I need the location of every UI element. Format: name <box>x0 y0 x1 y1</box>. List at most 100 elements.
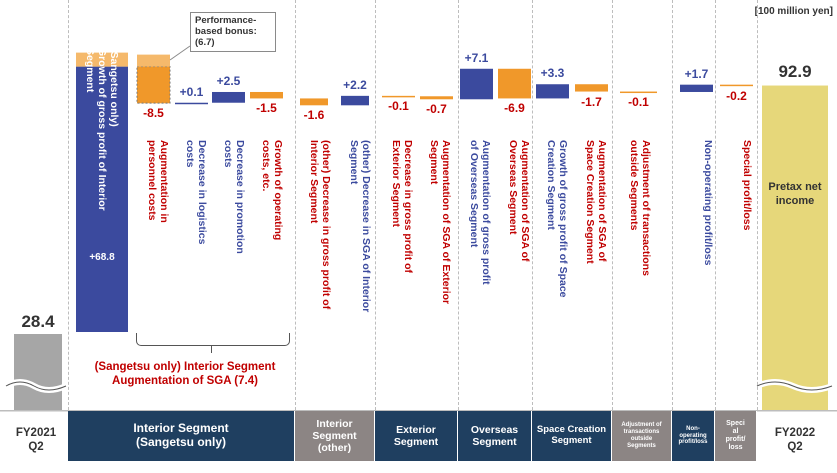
sga-bracket-tick <box>211 345 212 353</box>
end-bar-label: Pretax net income <box>768 181 822 207</box>
bar-description: Augmentation of SGA of Exterior Segment <box>428 140 452 330</box>
sga-note: (Sangetsu only) Interior Segment Augmenta… <box>60 360 310 388</box>
bar-description: Decrease in promotion costs <box>222 140 246 300</box>
bar-description-line: Augmentation in <box>158 140 170 223</box>
bar-description-line: Augmentation of gross profit <box>480 140 492 285</box>
segment-label-line: Non- <box>686 425 700 432</box>
unit-label: [100 million yen] <box>754 6 833 17</box>
bar-value-label: +1.7 <box>684 66 709 81</box>
segment-label-text: Space Creation Segment <box>537 424 606 447</box>
segment-label-line: operating <box>679 432 707 439</box>
bar-value-label: -0.1 <box>628 94 649 109</box>
bar-description: (other) Decrease in SGA of Interior Segme… <box>348 140 372 340</box>
bar-step-8 <box>382 95 415 98</box>
segment-label-line: Segment <box>472 436 517 448</box>
segment-divider <box>532 0 533 410</box>
bar-step-9 <box>420 96 453 100</box>
callout-line: (6.7) <box>195 37 215 48</box>
bar-description-line: (other) Decrease in SGA of Interior <box>360 140 372 313</box>
bar-step-3 <box>175 102 208 105</box>
segment-label-space: Space Creation Segment <box>532 411 612 461</box>
end-period-year: FY2022 <box>774 427 816 439</box>
segment-label-line: profit/loss <box>678 439 708 446</box>
segment-divider <box>68 0 69 410</box>
bar-description-line: Augmentation of SGA of <box>519 140 531 262</box>
bar-step-13 <box>575 84 608 92</box>
bar-step-7 <box>341 95 369 106</box>
segment-label-line: Adjustment of <box>621 422 662 429</box>
end-bar <box>762 85 828 410</box>
bonus-callout: Performance-based bonus: (6.7) <box>190 12 276 52</box>
bar-description-line: Segment <box>348 140 360 185</box>
bar-description-line: Exterior Segment <box>390 140 402 227</box>
bar-value-label: +3.3 <box>540 66 565 81</box>
segment-label-line: (Sangetsu only) <box>135 435 226 449</box>
segment-label-adjustment: Adjustment of transactions outside Segments <box>612 411 672 461</box>
bar-description: Augmentation of SGA of Space Creation Seg… <box>584 140 608 330</box>
bar-description: Growth of operating costs, etc. <box>260 140 284 300</box>
end-period-label: FY2022 Q2 <box>758 426 832 454</box>
segment-label-line: profit/ <box>725 436 746 443</box>
bar-value-label: +2.2 <box>343 77 367 92</box>
segment-label-line: al <box>732 427 739 435</box>
bonus-bar-portion <box>136 66 171 104</box>
segment-label-special: Speci al profit/loss <box>715 411 757 461</box>
segment-label-text: Non-operating profit/loss <box>678 426 707 447</box>
segment-label-interior: Interior Segment (Sangetsu only) <box>68 411 295 461</box>
start-period-year: FY2021 <box>15 427 57 439</box>
bonus-bar-cap <box>137 54 170 67</box>
bar-description-line: Growth of gross profit of Interior <box>96 48 108 211</box>
segment-divider <box>672 0 673 410</box>
segment-label-line: loss <box>728 444 743 452</box>
segment-label-line: Segment <box>393 436 439 448</box>
end-period-quarter: Q2 <box>787 441 803 453</box>
segment-label-line: outside <box>630 436 653 442</box>
bar-description-line: Creation Segment <box>545 140 557 230</box>
bar-description: Augmentation in personnel costs <box>146 140 170 300</box>
segment-divider <box>612 0 613 410</box>
bar-value-label: -0.2 <box>726 88 747 103</box>
start-period-label: FY2021 Q2 <box>6 426 66 454</box>
segment-label-interior_other: Interior Segment (other) <box>295 411 375 461</box>
segment-label-exterior: Exterior Segment <box>375 411 458 461</box>
sga-bracket <box>136 333 290 346</box>
callout-line: based bonus: <box>195 26 257 37</box>
bar-description-line: Augmentation of SGA of Exterior <box>440 140 452 305</box>
segment-label-line: Exterior <box>396 423 436 436</box>
bar-description: Augmentation of gross profit of Overseas … <box>468 140 492 330</box>
bar-description-line: personnel costs <box>146 140 158 221</box>
bar-step-12 <box>536 84 569 99</box>
bar-description-line: Interior Segment <box>308 140 320 224</box>
segment-label-line: Overseas <box>470 423 519 436</box>
sga-note-line: (Sangetsu only) Interior Segment <box>94 361 276 373</box>
bar-description: Decrease in logistics costs <box>184 140 208 300</box>
bar-description-line: Adjustment of transactions <box>640 140 652 276</box>
bar-description: Growth of gross profit of Space Creation … <box>545 140 569 330</box>
segment-label-line: (other) <box>317 442 352 455</box>
bar-description-line: Overseas Segment <box>507 140 519 235</box>
bar-step-16 <box>720 84 753 87</box>
bar-value-label: -0.1 <box>388 99 409 114</box>
bar-description: (Sangetsu only) Growth of gross profit of… <box>84 48 120 278</box>
bar-value-label: -6.9 <box>504 101 525 116</box>
start-bar <box>14 334 62 410</box>
segment-divider <box>715 0 716 410</box>
segment-label-line: Speci <box>726 419 745 427</box>
bar-step-15 <box>680 84 713 92</box>
bar-description-line: Growth of gross profit of Space <box>557 140 569 298</box>
callout-line: Performance- <box>195 15 257 26</box>
start-bar-value: 28.4 <box>21 312 55 331</box>
bar-value-label: -8.5 <box>143 106 164 121</box>
bar-step-14 <box>620 91 657 94</box>
segment-label-text: Speci al profit/loss <box>726 420 746 452</box>
baseline <box>0 410 837 412</box>
start-period-quarter: Q2 <box>28 441 44 453</box>
bar-value-label: +7.1 <box>464 50 489 65</box>
bar-description-line: (Sangetsu only) <box>108 48 120 127</box>
bar-description-line: outside Segments <box>628 140 640 231</box>
segment-label-text: Interior Segment (other) <box>312 418 356 454</box>
callout-pointer <box>169 45 191 61</box>
segment-label-text: Exterior Segment <box>394 424 438 448</box>
bar-step-1 <box>76 66 128 333</box>
bar-description: Non-operating profit/loss <box>702 140 714 330</box>
